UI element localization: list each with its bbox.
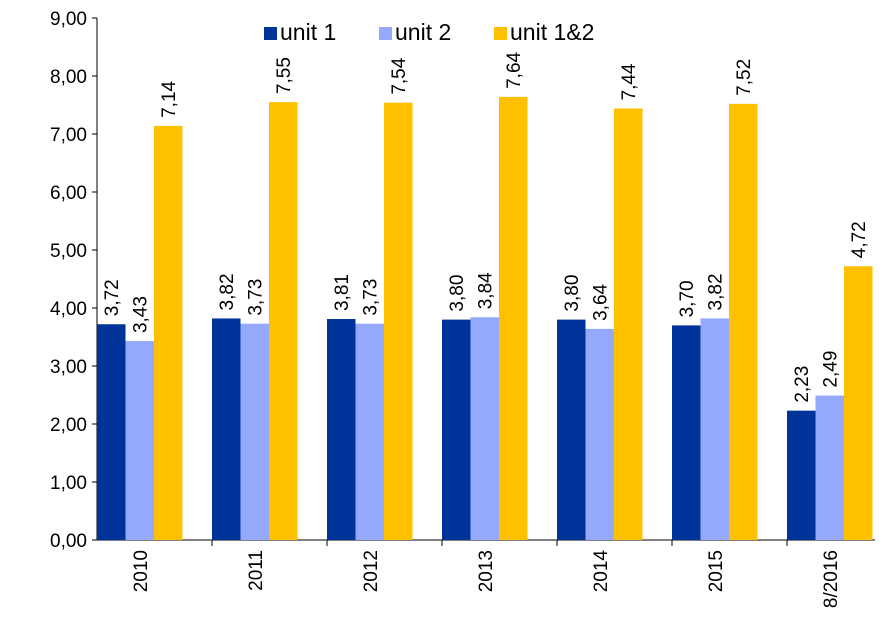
value-label: 3,80 <box>562 275 583 312</box>
value-label: 3,64 <box>591 283 612 320</box>
x-tick-label: 2014 <box>591 550 612 593</box>
value-label: 3,80 <box>447 275 468 312</box>
bar <box>384 102 413 541</box>
legend-swatch <box>494 27 507 40</box>
y-tick-label: 7,00 <box>50 125 87 146</box>
value-label: 3,70 <box>677 280 698 317</box>
bar <box>585 328 614 540</box>
value-label: 3,82 <box>706 273 727 310</box>
bar <box>787 410 816 540</box>
bar <box>355 323 384 540</box>
value-label: 7,54 <box>389 57 410 94</box>
y-tick-label: 6,00 <box>50 183 87 204</box>
legend-swatch <box>264 27 277 40</box>
bar <box>844 266 873 540</box>
bar <box>269 102 298 540</box>
value-label: 3,81 <box>332 274 353 311</box>
y-tick-label: 3,00 <box>50 357 87 378</box>
bar <box>97 324 126 540</box>
value-label: 2,49 <box>821 351 842 388</box>
bar <box>729 103 758 540</box>
bar <box>125 341 154 540</box>
value-label: 7,52 <box>734 59 755 96</box>
bar <box>614 108 643 540</box>
bar <box>154 125 183 540</box>
x-tick-label: 2012 <box>361 550 382 592</box>
value-label: 3,84 <box>476 272 497 309</box>
y-tick-label: 2,00 <box>50 415 87 436</box>
value-label: 3,72 <box>102 279 123 316</box>
value-label: 7,64 <box>504 51 525 88</box>
bar <box>240 323 269 540</box>
x-tick-label: 2010 <box>131 550 152 592</box>
x-tick-label: 2011 <box>246 550 267 591</box>
value-label: 7,14 <box>159 80 180 117</box>
bar <box>470 317 499 540</box>
y-tick-label: 4,00 <box>50 299 87 320</box>
bar <box>327 319 356 540</box>
bar <box>815 395 844 540</box>
legend-label: unit 1 <box>280 19 336 45</box>
value-label: 2,23 <box>792 366 813 403</box>
y-tick-label: 5,00 <box>50 241 87 262</box>
x-tick-label: 2013 <box>476 550 497 592</box>
bar <box>700 318 729 540</box>
legend-swatch <box>379 27 392 40</box>
y-tick-label: 1,00 <box>50 473 87 494</box>
x-tick-label: 8/2016 <box>821 550 842 608</box>
y-tick-label: 9,00 <box>50 9 87 30</box>
bar <box>499 96 528 540</box>
value-label: 3,73 <box>361 279 382 316</box>
x-tick-label: 2015 <box>706 550 727 592</box>
bar <box>672 325 701 540</box>
value-label: 7,44 <box>619 63 640 100</box>
bar <box>557 319 586 540</box>
value-label: 3,82 <box>217 273 238 310</box>
value-label: 3,73 <box>246 279 267 316</box>
bar <box>442 319 471 540</box>
legend-label: unit 1&2 <box>510 19 594 45</box>
value-label: 4,72 <box>849 221 870 258</box>
bar <box>212 318 241 540</box>
y-tick-label: 0,00 <box>50 531 87 552</box>
value-label: 7,55 <box>274 57 295 94</box>
legend-label: unit 2 <box>395 19 451 45</box>
y-tick-label: 8,00 <box>50 67 87 88</box>
value-label: 3,43 <box>131 296 152 333</box>
